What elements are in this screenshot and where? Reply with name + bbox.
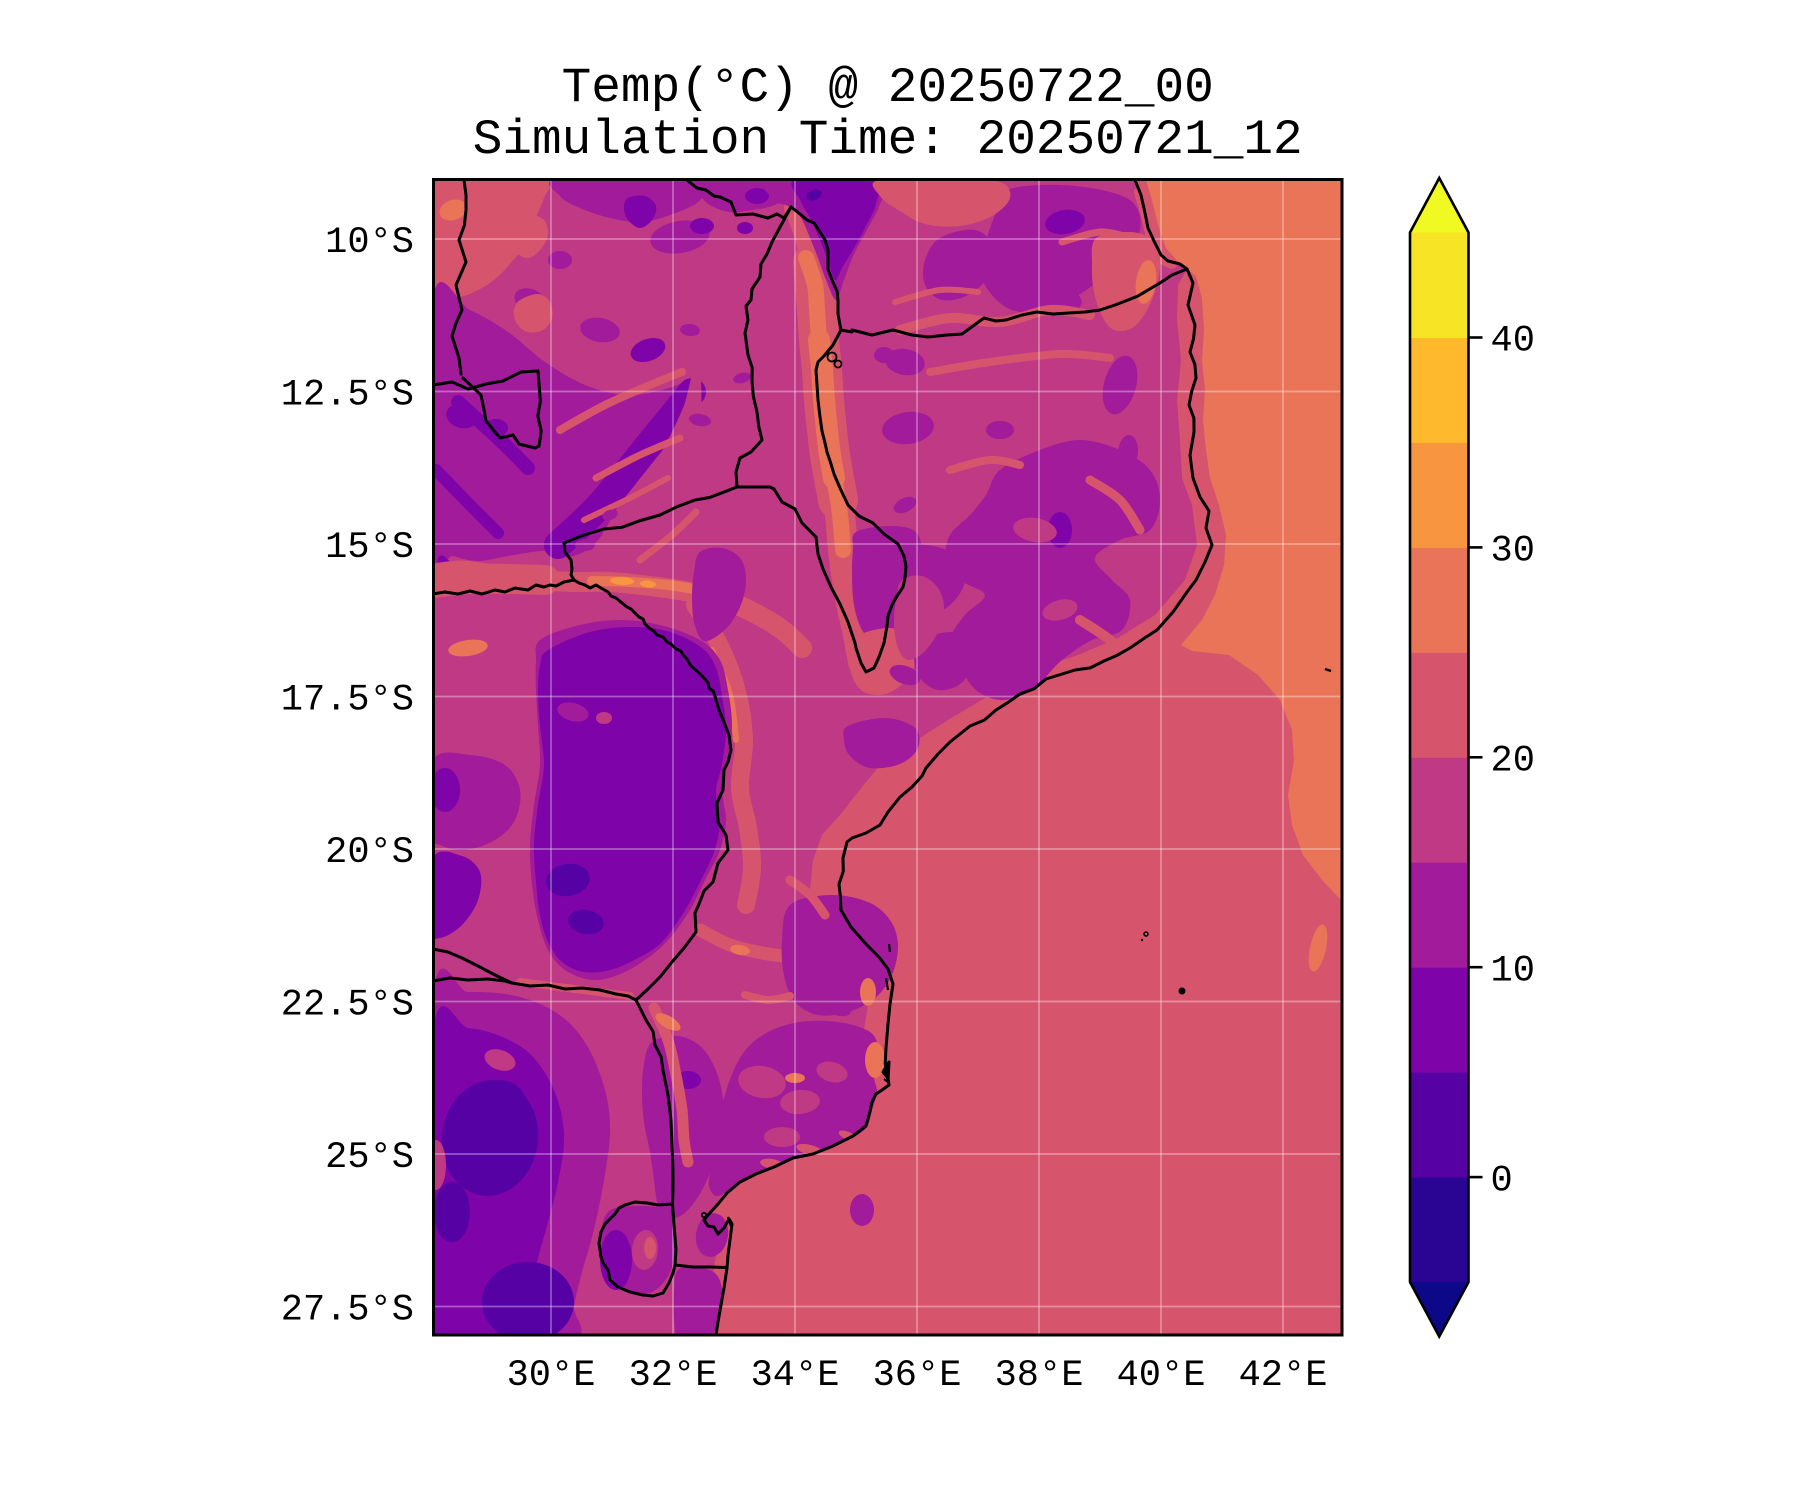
svg-text:Simulation Time: 20250721_12: Simulation Time: 20250721_12 (473, 112, 1303, 168)
svg-text:32°E: 32°E (629, 1355, 718, 1397)
svg-text:40: 40 (1491, 321, 1535, 363)
svg-text:17.5°S: 17.5°S (281, 680, 414, 722)
svg-text:0: 0 (1491, 1160, 1513, 1202)
svg-text:27.5°S: 27.5°S (281, 1290, 414, 1332)
svg-text:22.5°S: 22.5°S (281, 985, 414, 1027)
svg-text:20: 20 (1491, 741, 1535, 783)
svg-text:10: 10 (1491, 950, 1535, 992)
svg-text:30: 30 (1491, 531, 1535, 573)
svg-text:10°S: 10°S (325, 222, 414, 264)
svg-text:40°E: 40°E (1117, 1355, 1206, 1397)
svg-text:12.5°S: 12.5°S (281, 375, 414, 417)
svg-text:42°E: 42°E (1239, 1355, 1328, 1397)
svg-text:36°E: 36°E (873, 1355, 962, 1397)
svg-text:34°E: 34°E (751, 1355, 840, 1397)
svg-text:38°E: 38°E (995, 1355, 1084, 1397)
svg-text:15°S: 15°S (325, 527, 414, 569)
svg-text:30°E: 30°E (507, 1355, 596, 1397)
svg-text:Temp(°C) @ 20250722_00: Temp(°C) @ 20250722_00 (562, 60, 1214, 116)
svg-text:25°S: 25°S (325, 1137, 414, 1179)
svg-text:20°S: 20°S (325, 832, 414, 874)
